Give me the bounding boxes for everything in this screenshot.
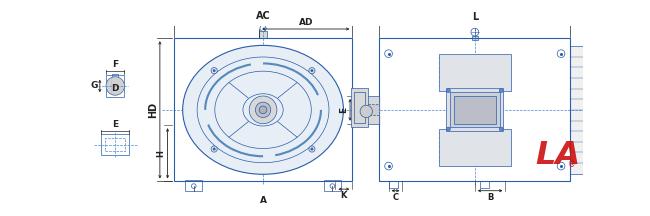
Text: www.jhjiaidianii.com: www.jhjiaidianii.com <box>212 79 331 151</box>
Bar <box>259 30 267 38</box>
Bar <box>480 181 489 188</box>
Bar <box>570 46 582 174</box>
Bar <box>454 96 496 124</box>
Circle shape <box>360 105 372 118</box>
Bar <box>101 135 129 154</box>
Circle shape <box>447 89 450 93</box>
Text: B: B <box>487 193 493 202</box>
Text: HD: HD <box>148 102 158 118</box>
Text: H: H <box>157 150 166 157</box>
Bar <box>106 75 124 97</box>
Text: AC: AC <box>255 11 270 21</box>
Bar <box>358 105 380 115</box>
Bar <box>358 96 380 124</box>
Bar <box>450 92 500 127</box>
Text: G: G <box>91 81 98 91</box>
Bar <box>439 54 511 91</box>
Text: C: C <box>393 193 398 202</box>
Circle shape <box>311 70 313 72</box>
Text: E: E <box>112 120 118 129</box>
Text: K: K <box>341 191 347 200</box>
Circle shape <box>499 127 503 131</box>
Text: ®: ® <box>568 160 575 169</box>
Text: LA: LA <box>536 140 580 171</box>
Bar <box>446 88 504 131</box>
Circle shape <box>211 146 217 152</box>
Circle shape <box>211 68 217 74</box>
Circle shape <box>309 146 315 152</box>
Bar <box>472 36 478 40</box>
Bar <box>185 180 202 191</box>
Text: L: L <box>472 13 478 22</box>
Circle shape <box>249 96 277 124</box>
Bar <box>380 38 570 181</box>
Bar <box>105 138 125 151</box>
Text: E: E <box>339 107 348 113</box>
Circle shape <box>311 148 313 150</box>
Ellipse shape <box>183 45 343 174</box>
Circle shape <box>106 77 124 95</box>
Bar <box>389 181 398 188</box>
Text: D: D <box>111 84 119 93</box>
Text: F: F <box>112 60 118 69</box>
Text: A: A <box>259 196 266 205</box>
Circle shape <box>499 89 503 93</box>
Circle shape <box>447 127 450 131</box>
Circle shape <box>259 106 267 114</box>
Bar <box>354 92 365 123</box>
Text: AD: AD <box>298 18 313 27</box>
Bar <box>351 88 368 127</box>
Bar <box>174 38 352 181</box>
Bar <box>112 74 118 78</box>
Circle shape <box>213 70 215 72</box>
Bar <box>439 129 511 166</box>
Circle shape <box>255 102 271 118</box>
Circle shape <box>309 68 315 74</box>
Circle shape <box>213 148 215 150</box>
Bar <box>324 180 341 191</box>
